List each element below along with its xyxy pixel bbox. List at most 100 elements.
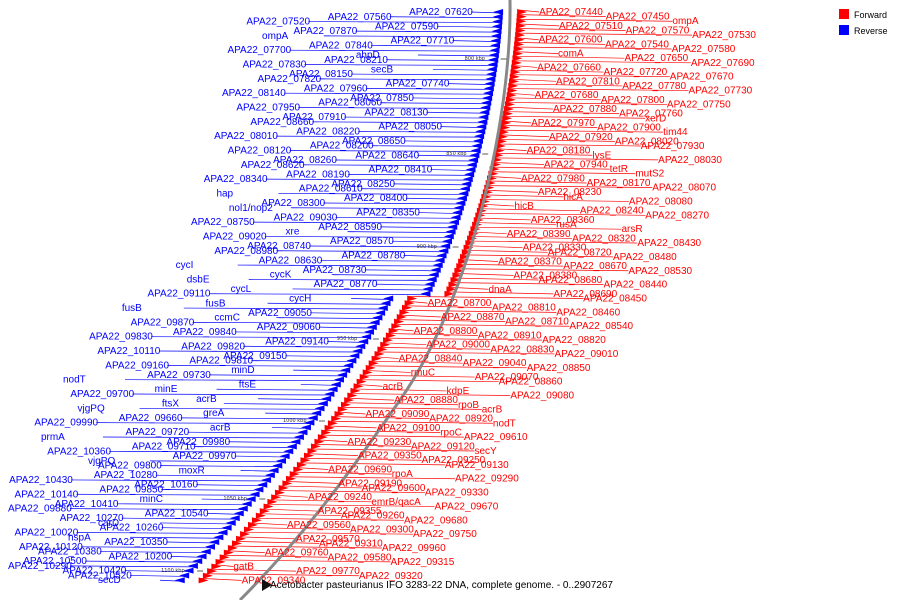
forward-gene-label[interactable]: gatB: [233, 562, 254, 573]
reverse-gene-label[interactable]: APA22_10420: [63, 566, 127, 577]
reverse-gene-label[interactable]: APA22_08660: [250, 117, 314, 128]
reverse-gene-label[interactable]: APA22_07840: [309, 40, 373, 51]
reverse-gene-label[interactable]: APA22_10520: [68, 570, 132, 581]
forward-gene-label[interactable]: APA22_08810: [492, 303, 556, 314]
reverse-gene-label[interactable]: APA22_08590: [318, 222, 382, 233]
forward-gene-label[interactable]: APA22_09355: [318, 506, 382, 517]
forward-gene-label[interactable]: APA22_07540: [605, 39, 669, 50]
forward-gene-label[interactable]: APA22_07970: [531, 118, 595, 129]
forward-gene-label[interactable]: APA22_09010: [555, 349, 619, 360]
forward-gene-label[interactable]: APA22_09670: [435, 501, 499, 512]
forward-gene-label[interactable]: APA22_07900: [597, 123, 661, 134]
reverse-gene-label[interactable]: APA22_09660: [119, 413, 183, 424]
forward-gene-label[interactable]: APA22_09250: [421, 455, 485, 466]
forward-gene-label[interactable]: APA22_09080: [510, 391, 574, 402]
forward-gene-label[interactable]: APA22_09600: [362, 483, 426, 494]
reverse-gene-label[interactable]: APA22_10110: [97, 346, 160, 357]
forward-gene-label[interactable]: APA22_08020: [615, 136, 679, 147]
reverse-gene-label[interactable]: APA22_10260: [100, 523, 164, 534]
reverse-gene-label[interactable]: APA22_08730: [303, 265, 367, 276]
reverse-gene-label[interactable]: APA22_08150: [289, 69, 353, 80]
reverse-gene-label[interactable]: APA22_10020: [15, 527, 79, 538]
forward-gene-label[interactable]: APA22_08820: [542, 335, 606, 346]
forward-gene-label[interactable]: APA22_08360: [531, 215, 595, 226]
forward-gene-label[interactable]: ompA: [672, 16, 698, 27]
reverse-gene-label[interactable]: APA22_08210: [324, 55, 388, 66]
reverse-gene-label[interactable]: APA22_08200: [310, 141, 374, 152]
forward-gene-label[interactable]: APA22_09750: [413, 529, 477, 540]
reverse-gene-label[interactable]: APA22_08260: [273, 155, 337, 166]
reverse-gene-label[interactable]: APA22_09870: [131, 317, 195, 328]
forward-gene-label[interactable]: APA22_07680: [535, 90, 599, 101]
reverse-gene-label[interactable]: greA: [203, 408, 224, 419]
reverse-gene-label[interactable]: APA22_09710: [132, 442, 196, 453]
forward-gene-label[interactable]: APA22_07510: [559, 21, 623, 32]
reverse-gene-label[interactable]: APA22_09800: [98, 461, 162, 472]
reverse-gene-label[interactable]: APA22_07560: [328, 12, 392, 23]
forward-gene-label[interactable]: APA22_07880: [553, 104, 617, 115]
reverse-gene-label[interactable]: APA22_08050: [378, 122, 442, 133]
forward-gene-label[interactable]: APA22_09310: [319, 538, 383, 549]
reverse-gene-label[interactable]: APA22_09970: [173, 451, 237, 462]
reverse-gene-label[interactable]: APA22_07710: [391, 36, 455, 47]
reverse-gene-label[interactable]: APA22_08190: [286, 169, 350, 180]
reverse-gene-label[interactable]: APA22_09160: [105, 360, 169, 371]
forward-gene-label[interactable]: APA22_09320: [359, 571, 423, 582]
forward-gene-label[interactable]: APA22_08540: [569, 321, 633, 332]
reverse-gene-label[interactable]: APA22_08650: [342, 136, 406, 147]
forward-gene-label[interactable]: APA22_09300: [350, 525, 414, 536]
forward-gene-label[interactable]: APA22_07920: [549, 132, 613, 143]
reverse-gene-label[interactable]: APA22_08770: [314, 279, 378, 290]
forward-gene-label[interactable]: APA22_08910: [478, 330, 542, 341]
forward-gene-label[interactable]: APA22_09960: [382, 543, 446, 554]
forward-gene-label[interactable]: APA22_08880: [394, 395, 458, 406]
reverse-gene-label[interactable]: prmA: [41, 432, 65, 443]
forward-gene-label[interactable]: secY: [474, 446, 497, 457]
forward-gene-label[interactable]: tetR: [610, 164, 628, 175]
forward-gene-label[interactable]: rpoA: [392, 469, 413, 480]
forward-gene-label[interactable]: APA22_07750: [667, 99, 731, 110]
reverse-gene-label[interactable]: APA22_08570: [330, 236, 394, 247]
reverse-gene-label[interactable]: APA22_09980: [166, 437, 230, 448]
reverse-gene-label[interactable]: APA22_10380: [38, 547, 102, 558]
reverse-gene-label[interactable]: APA22_10290: [8, 561, 72, 572]
reverse-gene-label[interactable]: APA22_10280: [94, 470, 158, 481]
reverse-gene-label[interactable]: APA22_10360: [47, 446, 111, 457]
forward-gene-label[interactable]: APA22_07660: [537, 62, 601, 73]
forward-gene-label[interactable]: APA22_08270: [645, 210, 709, 221]
reverse-gene-label[interactable]: APA22_07830: [243, 60, 307, 71]
reverse-gene-label[interactable]: APA22_08400: [344, 193, 408, 204]
reverse-gene-label[interactable]: APA22_08620: [241, 160, 305, 171]
reverse-gene-label[interactable]: APA22_08340: [204, 174, 268, 185]
forward-gene-label[interactable]: APA22_08690: [553, 289, 617, 300]
reverse-gene-label[interactable]: hap: [216, 188, 233, 199]
reverse-gene-label[interactable]: APA22_08250: [331, 179, 395, 190]
forward-gene-label[interactable]: APA22_08800: [414, 326, 478, 337]
reverse-gene-label[interactable]: APA22_07590: [375, 21, 439, 32]
forward-gene-label[interactable]: acrB: [383, 381, 404, 392]
reverse-gene-label[interactable]: APA22_10140: [15, 489, 79, 500]
forward-gene-label[interactable]: rusA: [556, 220, 577, 231]
forward-gene-label[interactable]: comA: [558, 49, 584, 60]
forward-gene-label[interactable]: APA22_08430: [637, 238, 701, 249]
forward-gene-label[interactable]: APA22_08380: [513, 270, 577, 281]
reverse-gene-label[interactable]: APA22_07950: [236, 103, 300, 114]
reverse-gene-label[interactable]: vjgPQ: [88, 456, 115, 467]
forward-gene-label[interactable]: APA22_07760: [619, 109, 683, 120]
forward-gene-label[interactable]: APA22_09340: [242, 575, 306, 586]
reverse-gene-label[interactable]: APA22_09990: [34, 418, 98, 429]
forward-gene-label[interactable]: dnaA: [488, 284, 512, 295]
reverse-gene-label[interactable]: APA22_07910: [282, 112, 346, 123]
forward-gene-label[interactable]: APA22_09330: [425, 488, 489, 499]
reverse-gene-label[interactable]: vjgPQ: [78, 403, 105, 414]
forward-gene-label[interactable]: APA22_08080: [629, 196, 693, 207]
forward-gene-label[interactable]: xerD: [645, 113, 666, 124]
reverse-gene-label[interactable]: APA22_08300: [261, 198, 325, 209]
forward-gene-label[interactable]: APA22_09350: [358, 451, 422, 462]
reverse-gene-label[interactable]: APA22_09110: [147, 289, 210, 300]
reverse-gene-label[interactable]: APA22_07520: [246, 17, 310, 28]
reverse-gene-label[interactable]: nodT: [63, 375, 86, 386]
forward-gene-label[interactable]: APA22_09090: [366, 409, 430, 420]
reverse-gene-label[interactable]: cycL: [231, 284, 252, 295]
